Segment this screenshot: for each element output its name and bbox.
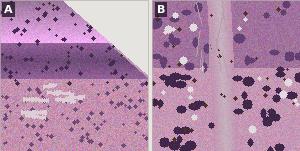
- Text: B: B: [157, 5, 165, 14]
- Text: A: A: [4, 5, 13, 14]
